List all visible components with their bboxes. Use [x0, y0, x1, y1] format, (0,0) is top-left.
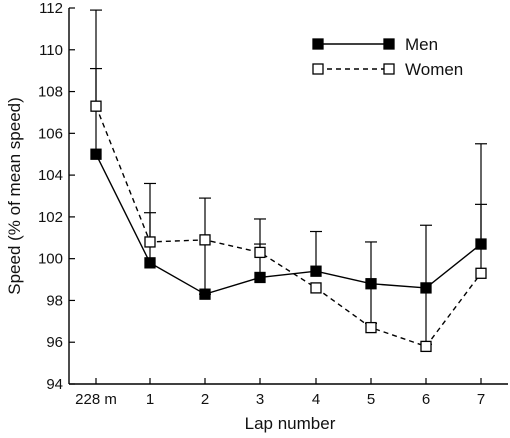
point-women-0	[90, 100, 102, 112]
y-tick-label: 100	[38, 251, 63, 268]
tick-labels: 94 96 98 100 102 104 106 108 110 112 228 m 1 2 3 4 5 6 7	[38, 0, 485, 408]
legend: Men Women	[312, 35, 463, 79]
legend-marker-men	[383, 38, 395, 50]
point-women-1	[144, 236, 156, 248]
legend-label-men: Men	[405, 35, 438, 54]
point-men-2	[199, 288, 211, 300]
y-tick-label: 110	[39, 42, 63, 59]
point-women-6	[420, 340, 432, 353]
point-women-2	[199, 234, 211, 246]
x-tick-label: 228 m	[75, 391, 117, 408]
legend-marker-women	[312, 63, 324, 75]
series-line-women	[95, 105, 482, 348]
y-axis-title: Speed (% of mean speed)	[5, 97, 24, 295]
point-men-5	[365, 278, 377, 290]
x-tick-label: 7	[477, 391, 485, 408]
y-tick-label: 94	[46, 376, 63, 393]
point-men-0	[90, 148, 102, 160]
point-women-3	[254, 246, 266, 259]
point-women-7	[475, 267, 487, 279]
x-axis-title: Lap number	[245, 414, 336, 433]
point-men-6	[420, 282, 432, 294]
x-tick-label: 1	[146, 391, 154, 408]
x-tick-label: 6	[422, 391, 430, 408]
x-tick-label: 3	[256, 391, 264, 408]
point-women-5	[365, 321, 377, 334]
x-tick-label: 2	[201, 391, 209, 408]
axes	[68, 7, 508, 385]
series-lines	[95, 105, 482, 348]
y-tick-label: 108	[38, 84, 63, 101]
y-tick-label: 102	[38, 209, 63, 226]
point-men-4	[310, 265, 322, 277]
series-line-men	[95, 153, 482, 295]
legend-marker-men	[312, 38, 324, 50]
legend-marker-women	[383, 63, 395, 75]
series-markers	[90, 100, 487, 353]
point-men-3	[254, 271, 266, 284]
x-tick-label: 5	[367, 391, 375, 408]
legend-label-women: Women	[405, 60, 463, 79]
y-tick-label: 96	[46, 334, 63, 351]
point-women-4	[310, 282, 322, 294]
x-tick-label: 4	[312, 391, 320, 408]
y-tick-label: 98	[46, 292, 63, 309]
y-tick-label: 104	[38, 167, 63, 184]
y-tick-label: 106	[38, 125, 63, 142]
point-men-7	[475, 238, 487, 250]
point-men-1	[144, 257, 156, 269]
y-tick-label: 112	[39, 0, 63, 17]
